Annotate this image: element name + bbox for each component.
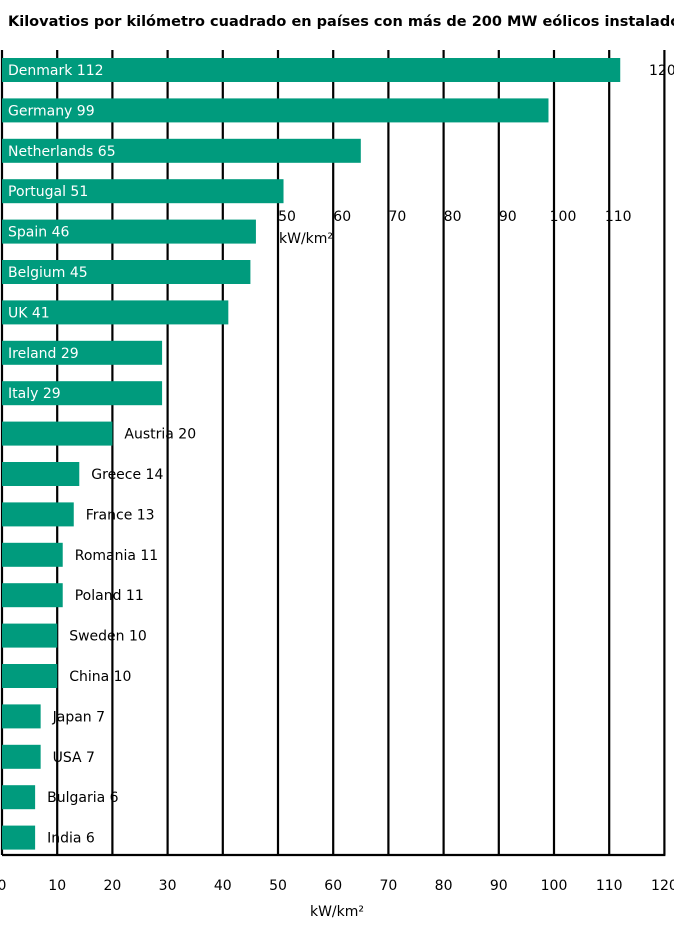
bar-label-denmark: Denmark 112: [8, 63, 104, 79]
bar-romania: [2, 542, 63, 567]
inner-tick-label-100: 100: [550, 209, 577, 225]
bar-italy: [2, 381, 163, 406]
bar-label-bulgaria: Bulgaria 6: [47, 790, 119, 806]
bar-india: [2, 825, 36, 850]
inner-tick-label-90: 90: [499, 209, 517, 225]
x-tick-label-0: 0: [0, 878, 6, 894]
bar-label-poland: Poland 11: [75, 588, 144, 604]
inner-axis: 50 60 70 80 90 100 110 kW/km²: [278, 209, 631, 247]
x-tick-label-100: 100: [541, 878, 568, 894]
bar-austria: [2, 421, 113, 446]
bar-label-belgium: Belgium 45: [8, 265, 88, 281]
bar-sweden: [2, 623, 58, 648]
bar-label-austria: Austria 20: [124, 427, 196, 443]
x-tick-label-110: 110: [596, 878, 623, 894]
bar-spain: [2, 219, 256, 244]
chart-title: Kilovatios por kilómetro cuadrado en paí…: [8, 14, 674, 30]
bar-uk: [2, 300, 229, 325]
x-tick-label-80: 80: [435, 878, 453, 894]
inner-tick-label-80: 80: [444, 209, 462, 225]
inner-tick-label-110: 110: [605, 209, 632, 225]
x-tick-label-10: 10: [48, 878, 66, 894]
inner-tick-label-50: 50: [278, 209, 296, 225]
bar-greece: [2, 462, 80, 486]
x-tick-label-40: 40: [214, 878, 232, 894]
bar-label-china: China 10: [69, 669, 131, 685]
bar-label-sweden: Sweden 10: [69, 629, 147, 645]
bar-label-romania: Romania 11: [75, 548, 159, 564]
bar-netherlands: [2, 138, 361, 163]
x-tick-label-30: 30: [159, 878, 177, 894]
bar-label-france: France 13: [86, 507, 155, 523]
x-tick-label-50: 50: [269, 878, 287, 894]
x-tick-label-120: 120: [651, 878, 674, 894]
x-tick-label-70: 70: [379, 878, 397, 894]
bar-germany: [2, 98, 549, 123]
top-tick-label: 120: [649, 63, 674, 79]
bar-portugal: [2, 179, 284, 204]
bar-label-spain: Spain 46: [8, 225, 69, 241]
bar-label-portugal: Portugal 51: [8, 184, 88, 200]
x-axis: 0 10 20 30 40 50 60 70 80 90 100 110 120 kW/km² 120: [0, 63, 674, 920]
inner-axis-title: kW/km²: [279, 231, 333, 247]
bar-label-india: India 6: [47, 831, 95, 847]
bar-poland: [2, 583, 63, 608]
bar-label-netherlands: Netherlands 65: [8, 144, 116, 160]
bar-usa: [2, 744, 41, 769]
bar-label-uk: UK 41: [8, 305, 50, 321]
bar-ireland: [2, 340, 163, 365]
inner-tick-label-60: 60: [333, 209, 351, 225]
x-tick-label-90: 90: [490, 878, 508, 894]
bar-denmark: [2, 58, 621, 82]
bar-belgium: [2, 260, 251, 284]
bar-china: [2, 664, 58, 688]
inner-tick-label-70: 70: [388, 209, 406, 225]
bar-france: [2, 502, 74, 527]
x-tick-label-60: 60: [324, 878, 342, 894]
bar-japan: [2, 704, 41, 729]
x-tick-label-20: 20: [103, 878, 121, 894]
x-axis-title: kW/km²: [310, 904, 364, 920]
bar-label-germany: Germany 99: [8, 103, 95, 119]
bars: Denmark 112 Germany 99 Netherlands 65 Portu…: [2, 58, 621, 850]
bar-label-ireland: Ireland 29: [8, 346, 79, 362]
bar-bulgaria: [2, 785, 36, 810]
grid-lines: [0, 50, 666, 857]
bar-label-italy: Italy 29: [8, 386, 61, 402]
bar-label-japan: Japan 7: [52, 709, 105, 725]
bar-label-greece: Greece 14: [91, 467, 163, 483]
bar-label-usa: USA 7: [53, 750, 95, 766]
